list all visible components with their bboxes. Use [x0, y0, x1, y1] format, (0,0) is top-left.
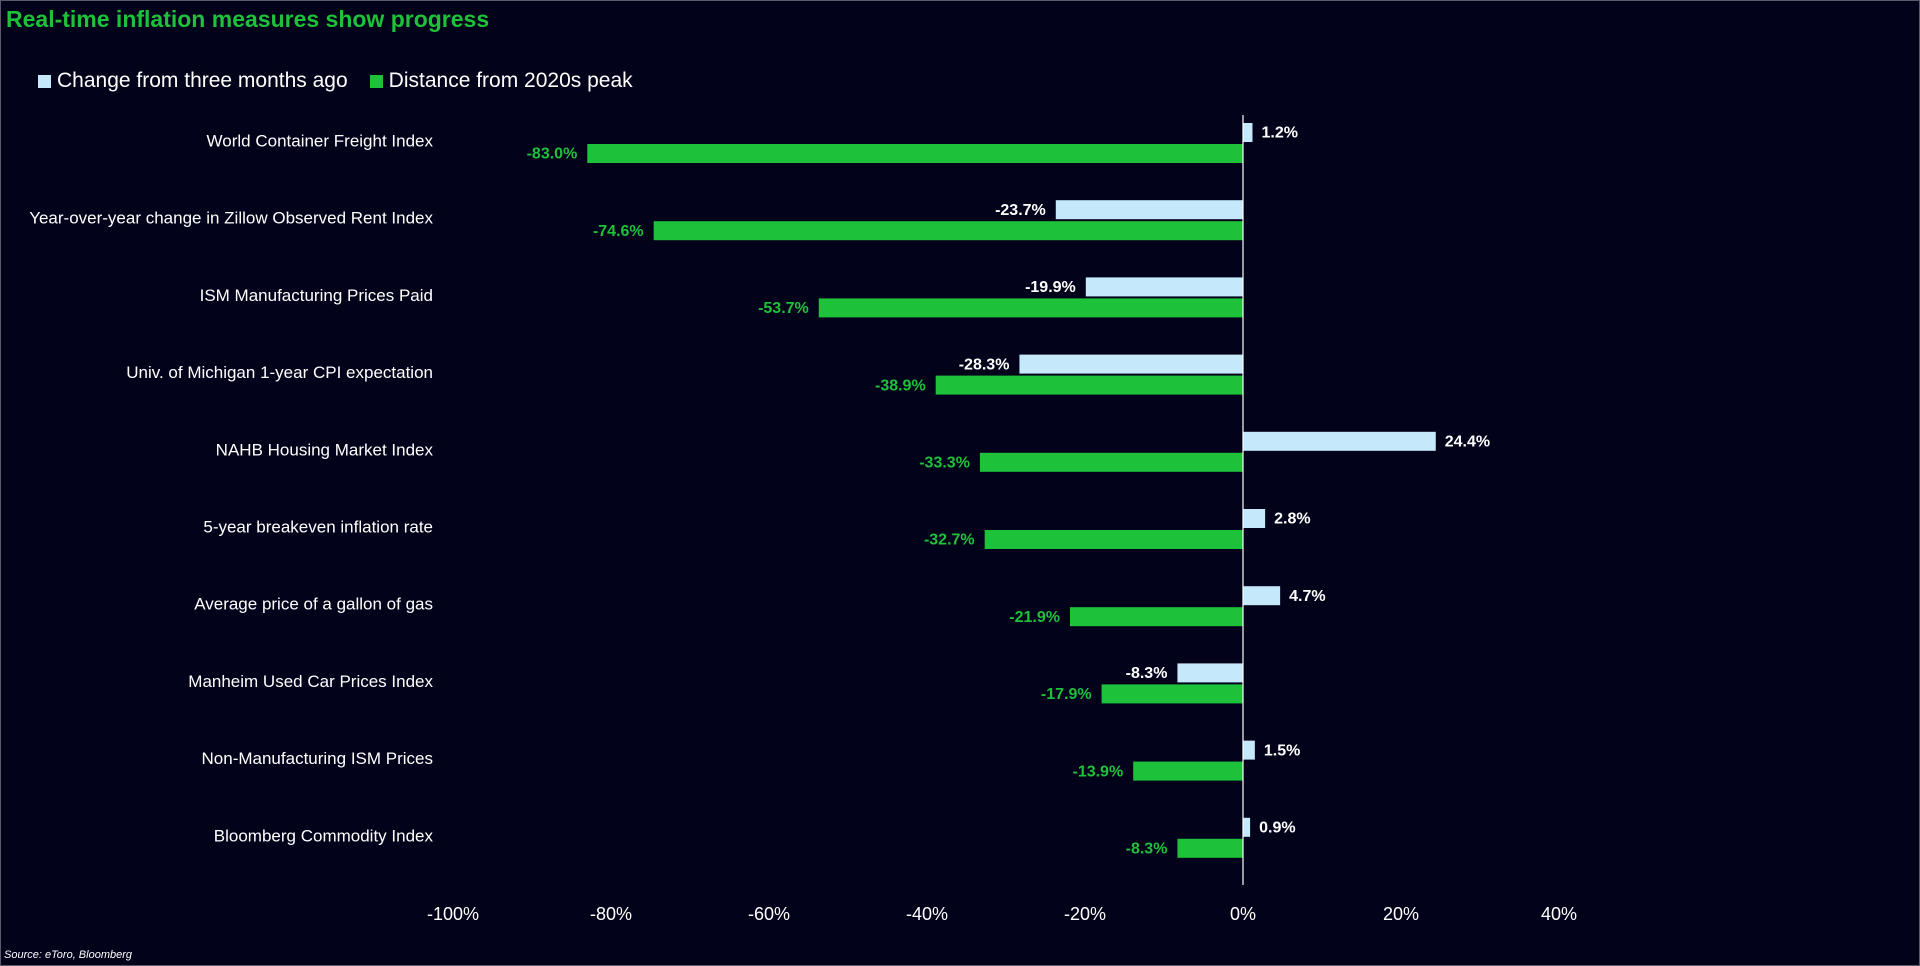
bar-change-three-months [1243, 586, 1281, 606]
bar-change-three-months [1177, 663, 1243, 683]
bar-change-three-months [1243, 509, 1266, 528]
legend: Change from three months ago Distance fr… [38, 68, 633, 94]
data-label-distance-from-peak: -74.6% [593, 223, 644, 240]
x-tick-label: 20% [1383, 904, 1419, 924]
x-tick-label: 40% [1541, 904, 1577, 924]
bar-distance-from-peak [1069, 607, 1243, 627]
category-label: Univ. of Michigan 1-year CPI expectation [126, 363, 433, 382]
bar-change-three-months [1055, 200, 1243, 220]
data-label-distance-from-peak: -53.7% [758, 300, 809, 317]
bar-distance-from-peak [587, 144, 1243, 163]
bar-change-three-months [1243, 740, 1255, 760]
bar-distance-from-peak [818, 298, 1243, 318]
category-label: Bloomberg Commodity Index [214, 826, 434, 845]
data-label-change-three-months: 1.2% [1261, 125, 1297, 142]
data-label-distance-from-peak: -21.9% [1009, 609, 1060, 626]
data-label-distance-from-peak: -13.9% [1072, 763, 1123, 780]
data-label-change-three-months: -23.7% [995, 202, 1046, 219]
bar-change-three-months [1243, 431, 1436, 451]
category-label: Average price of a gallon of gas [194, 595, 433, 614]
category-label: NAHB Housing Market Index [216, 440, 434, 459]
data-label-distance-from-peak: -32.7% [924, 532, 975, 549]
legend-item-series-2: Distance from 2020s peak [369, 69, 633, 93]
legend-swatch-series-1 [38, 74, 51, 88]
data-label-change-three-months: 4.7% [1289, 588, 1325, 605]
bar-distance-from-peak [979, 452, 1243, 472]
data-label-distance-from-peak: -33.3% [919, 455, 970, 472]
legend-label-series-2: Distance from 2020s peak [388, 69, 633, 92]
source-note: Source: eToro, Bloomberg [4, 949, 132, 961]
category-label: Year-over-year change in Zillow Observed… [29, 209, 433, 228]
bar-distance-from-peak [1177, 838, 1243, 858]
data-label-change-three-months: 0.9% [1259, 820, 1295, 837]
x-tick-label: -60% [748, 904, 790, 924]
bar-distance-from-peak [935, 375, 1243, 395]
bar-distance-from-peak [984, 530, 1243, 549]
data-label-distance-from-peak: -17.9% [1041, 686, 1092, 703]
legend-swatch-series-2 [369, 74, 383, 88]
bar-change-three-months [1243, 123, 1253, 142]
x-tick-label: -80% [590, 904, 632, 924]
category-label: 5-year breakeven inflation rate [203, 517, 433, 536]
data-label-change-three-months: 1.5% [1264, 742, 1300, 759]
data-label-change-three-months: -8.3% [1126, 665, 1168, 682]
category-label: Manheim Used Car Prices Index [188, 672, 433, 691]
x-tick-label: -20% [1064, 904, 1106, 924]
bar-distance-from-peak [1133, 761, 1243, 781]
data-label-distance-from-peak: -38.9% [875, 377, 926, 394]
chart-title: Real-time inflation measures show progre… [6, 6, 490, 32]
category-label: ISM Manufacturing Prices Paid [200, 286, 433, 305]
category-label: World Container Freight Index [207, 131, 434, 150]
bar-distance-from-peak [653, 221, 1243, 241]
category-label: Non-Manufacturing ISM Prices [202, 749, 433, 768]
data-label-change-three-months: 24.4% [1445, 434, 1490, 451]
bar-change-three-months [1085, 277, 1243, 297]
bar-distance-from-peak [1101, 684, 1243, 704]
x-tick-label: 0% [1230, 904, 1256, 924]
x-tick-label: -40% [906, 904, 948, 924]
data-label-change-three-months: -28.3% [959, 356, 1010, 373]
data-label-distance-from-peak: -8.3% [1126, 841, 1168, 858]
data-label-distance-from-peak: -83.0% [527, 146, 578, 163]
data-label-change-three-months: -19.9% [1025, 279, 1076, 296]
legend-item-series-1: Change from three months ago [38, 69, 348, 93]
x-tick-label: -100% [427, 904, 479, 924]
bar-change-three-months [1243, 817, 1251, 837]
data-label-change-three-months: 2.8% [1274, 511, 1310, 528]
legend-label-series-1: Change from three months ago [57, 69, 348, 92]
bar-change-three-months [1019, 354, 1243, 374]
